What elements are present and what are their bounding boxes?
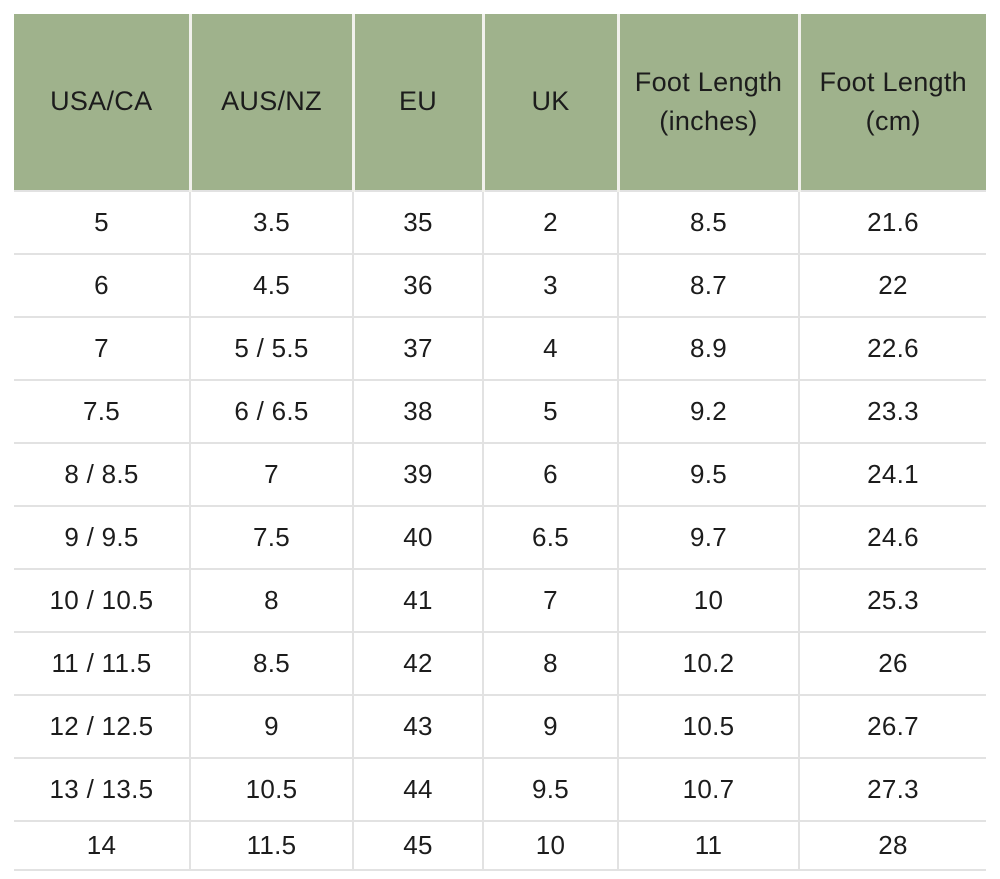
table-cell: 42 xyxy=(352,631,484,696)
table-cell: 40 xyxy=(352,505,484,570)
table-cell: 5 / 5.5 xyxy=(189,316,354,381)
header-row: USA/CA AUS/NZ EU UK Foot Length (inches) Foot… xyxy=(14,14,986,191)
table-row: 9 / 9.5 7.5 40 6.5 9.7 24.6 xyxy=(14,505,986,570)
table-cell: 9.5 xyxy=(617,442,800,507)
table-cell: 6 xyxy=(482,442,619,507)
table-cell: 24.1 xyxy=(798,442,986,507)
table-cell: 3.5 xyxy=(189,190,354,255)
table-cell: 9 xyxy=(482,694,619,759)
table-cell: 10 xyxy=(617,568,800,633)
table-cell: 41 xyxy=(352,568,484,633)
column-header: UK xyxy=(481,14,620,191)
table-cell: 10.2 xyxy=(617,631,800,696)
table-row: 14 11.5 45 10 11 28 xyxy=(14,820,986,871)
table-cell: 11 xyxy=(617,820,800,871)
table-cell: 2 xyxy=(482,190,619,255)
table-row: 8 / 8.5 7 39 6 9.5 24.1 xyxy=(14,442,986,507)
table-cell: 11.5 xyxy=(189,820,354,871)
table-cell: 8.5 xyxy=(617,190,800,255)
table-cell: 14 xyxy=(14,820,191,871)
table-cell: 8.5 xyxy=(189,631,354,696)
table-cell: 36 xyxy=(352,253,484,318)
column-header: Foot Length (cm) xyxy=(797,14,986,191)
table-cell: 6.5 xyxy=(482,505,619,570)
table-row: 6 4.5 36 3 8.7 22 xyxy=(14,253,986,318)
table-cell: 9 / 9.5 xyxy=(14,505,191,570)
table-header: USA/CA AUS/NZ EU UK Foot Length (inches) Foot… xyxy=(14,14,986,191)
table-cell: 10.5 xyxy=(189,757,354,822)
table-cell: 7 xyxy=(14,316,191,381)
column-header: USA/CA xyxy=(14,14,192,191)
table-cell: 7 xyxy=(189,442,354,507)
table-row: 10 / 10.5 8 41 7 10 25.3 xyxy=(14,568,986,633)
table-cell: 7 xyxy=(482,568,619,633)
table-cell: 35 xyxy=(352,190,484,255)
table-cell: 12 / 12.5 xyxy=(14,694,191,759)
table-cell: 13 / 13.5 xyxy=(14,757,191,822)
table-cell: 6 / 6.5 xyxy=(189,379,354,444)
table-cell: 8 xyxy=(189,568,354,633)
table-cell: 43 xyxy=(352,694,484,759)
table-cell: 8.9 xyxy=(617,316,800,381)
table-row: 12 / 12.5 9 43 9 10.5 26.7 xyxy=(14,694,986,759)
table-cell: 9 xyxy=(189,694,354,759)
table-cell: 8.7 xyxy=(617,253,800,318)
shoe-size-conversion-table: USA/CA AUS/NZ EU UK Foot Length (inches) Foot… xyxy=(14,14,986,871)
table-cell: 24.6 xyxy=(798,505,986,570)
column-header: AUS/NZ xyxy=(188,14,355,191)
table-row: 5 3.5 35 2 8.5 21.6 xyxy=(14,190,986,255)
table-cell: 22.6 xyxy=(798,316,986,381)
table-cell: 10 xyxy=(482,820,619,871)
table-cell: 21.6 xyxy=(798,190,986,255)
table-row: 11 / 11.5 8.5 42 8 10.2 26 xyxy=(14,631,986,696)
table-cell: 27.3 xyxy=(798,757,986,822)
table-cell: 28 xyxy=(798,820,986,871)
table-cell: 7.5 xyxy=(14,379,191,444)
column-header: Foot Length (inches) xyxy=(616,14,801,191)
table-cell: 8 / 8.5 xyxy=(14,442,191,507)
table-row: 13 / 13.5 10.5 44 9.5 10.7 27.3 xyxy=(14,757,986,822)
table-cell: 39 xyxy=(352,442,484,507)
table-cell: 8 xyxy=(482,631,619,696)
table-cell: 26.7 xyxy=(798,694,986,759)
table-cell: 7.5 xyxy=(189,505,354,570)
table-cell: 9.2 xyxy=(617,379,800,444)
table-cell: 3 xyxy=(482,253,619,318)
table-cell: 4.5 xyxy=(189,253,354,318)
table-cell: 10 / 10.5 xyxy=(14,568,191,633)
table-cell: 38 xyxy=(352,379,484,444)
table-cell: 5 xyxy=(482,379,619,444)
table-cell: 45 xyxy=(352,820,484,871)
table-cell: 10.5 xyxy=(617,694,800,759)
table-cell: 44 xyxy=(352,757,484,822)
column-header: EU xyxy=(351,14,485,191)
table-cell: 25.3 xyxy=(798,568,986,633)
table-cell: 5 xyxy=(14,190,191,255)
table-cell: 26 xyxy=(798,631,986,696)
table-cell: 22 xyxy=(798,253,986,318)
table-cell: 6 xyxy=(14,253,191,318)
table-cell: 11 / 11.5 xyxy=(14,631,191,696)
table-cell: 10.7 xyxy=(617,757,800,822)
table-body: 5 3.5 35 2 8.5 21.6 6 4.5 36 3 8.7 22 7 5 / 5.5 37 4 8.9… xyxy=(14,190,986,871)
table-cell: 9.5 xyxy=(482,757,619,822)
table-row: 7.5 6 / 6.5 38 5 9.2 23.3 xyxy=(14,379,986,444)
table-cell: 4 xyxy=(482,316,619,381)
table-cell: 37 xyxy=(352,316,484,381)
table-cell: 23.3 xyxy=(798,379,986,444)
table-cell: 9.7 xyxy=(617,505,800,570)
